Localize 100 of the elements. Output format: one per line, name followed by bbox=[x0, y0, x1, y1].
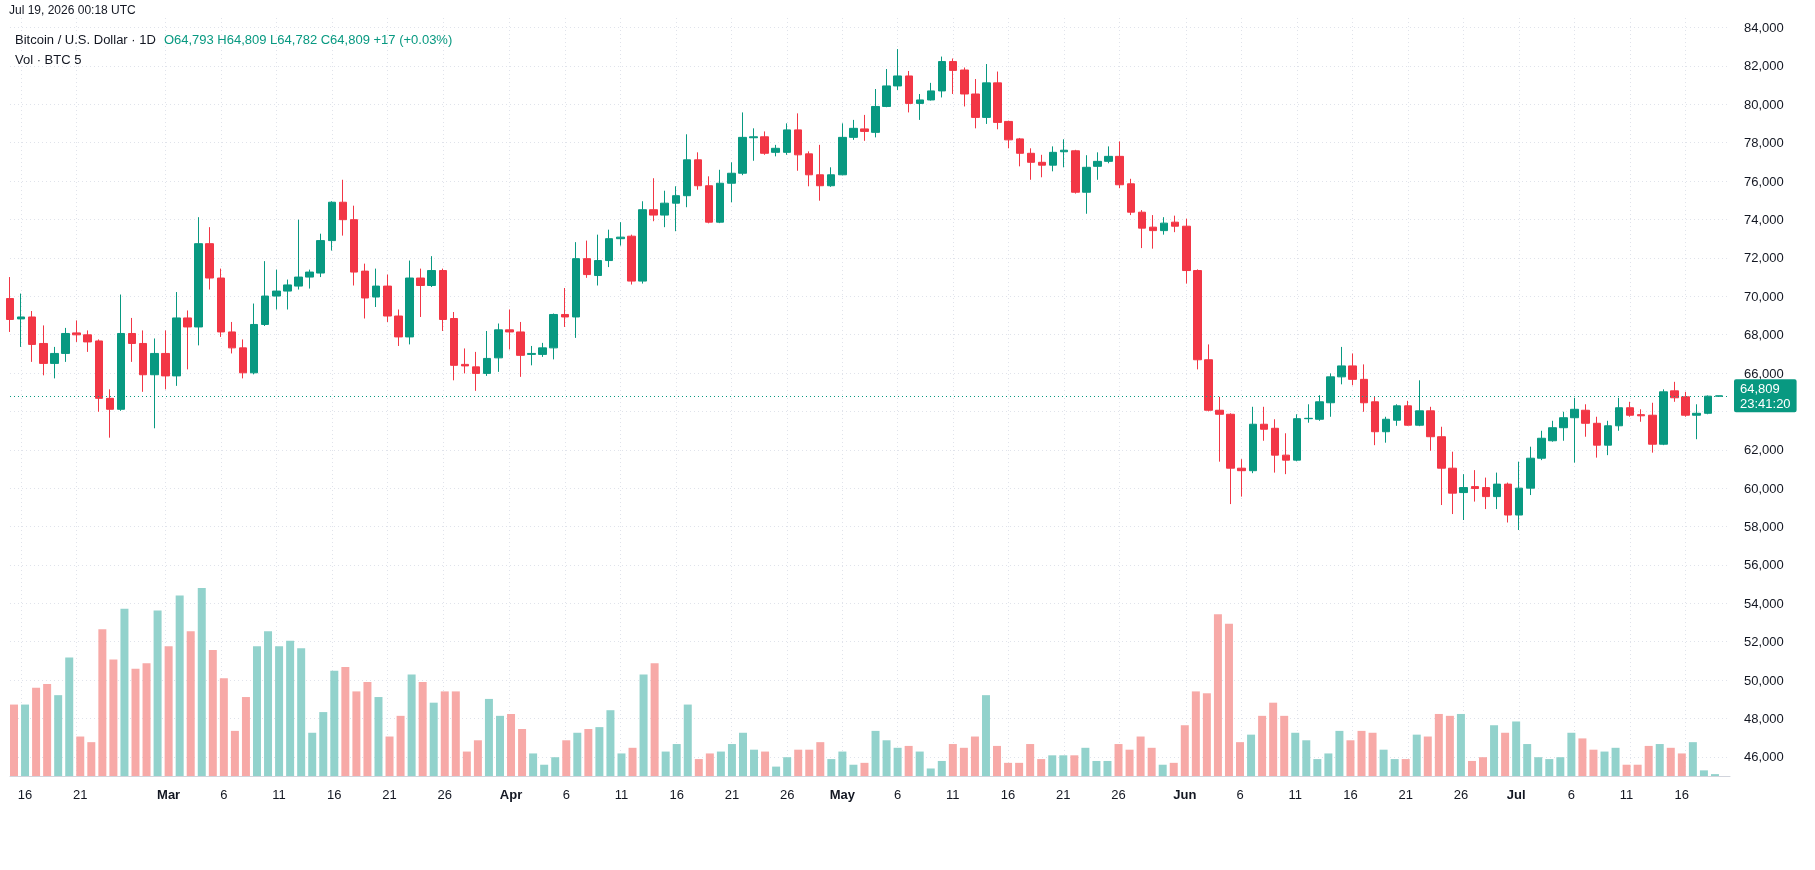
bar bbox=[1236, 742, 1245, 776]
bar bbox=[1302, 740, 1311, 776]
bar bbox=[518, 729, 527, 776]
bar bbox=[1015, 762, 1024, 776]
bar bbox=[540, 764, 549, 776]
candlestick bbox=[183, 309, 192, 370]
bar bbox=[1523, 744, 1532, 776]
bar bbox=[440, 691, 449, 776]
bar bbox=[10, 704, 18, 776]
candlestick bbox=[1237, 458, 1246, 498]
candlestick bbox=[1115, 140, 1124, 189]
candlestick bbox=[838, 122, 847, 176]
candlestick bbox=[95, 338, 103, 413]
x-tick-label: 11 bbox=[272, 787, 286, 802]
candlestick bbox=[938, 56, 946, 98]
candlestick bbox=[461, 347, 469, 374]
x-tick-label: 21 bbox=[724, 787, 740, 802]
y-tick-label: 74,000 bbox=[1744, 211, 1784, 227]
x-tick-label: Jul bbox=[1506, 787, 1526, 802]
bar bbox=[308, 732, 317, 776]
chart-title: Vol · BTC 5 bbox=[15, 52, 82, 67]
candlestick bbox=[783, 122, 791, 156]
bar bbox=[1467, 760, 1476, 776]
candlestick bbox=[705, 175, 713, 224]
bar bbox=[297, 648, 306, 776]
candlestick bbox=[871, 88, 880, 138]
candlestick bbox=[472, 351, 480, 392]
candlestick bbox=[716, 169, 724, 224]
y-tick-label: 82,000 bbox=[1744, 58, 1784, 74]
bar bbox=[1644, 745, 1653, 776]
candlestick bbox=[905, 70, 913, 113]
y-tick-label: 62,000 bbox=[1744, 442, 1784, 458]
bar bbox=[241, 697, 250, 776]
y-tick-label: 66,000 bbox=[1744, 365, 1784, 381]
candlestick bbox=[1692, 403, 1701, 440]
x-tick-label: 16 bbox=[1343, 787, 1358, 802]
bar bbox=[1114, 744, 1123, 776]
bar bbox=[1479, 757, 1488, 776]
bar bbox=[219, 678, 228, 776]
x-tick-label: 16 bbox=[669, 787, 684, 802]
bar bbox=[1368, 732, 1377, 776]
candlestick bbox=[516, 321, 525, 378]
x-tick-label: 21 bbox=[1056, 787, 1071, 802]
candlestick bbox=[572, 241, 580, 339]
candlestick bbox=[194, 216, 203, 346]
candlestick bbox=[1360, 363, 1368, 413]
y-tick-label: 46,000 bbox=[1744, 749, 1784, 765]
candlestick bbox=[1593, 416, 1601, 459]
candlestick bbox=[405, 260, 414, 345]
candlestick bbox=[982, 63, 991, 125]
bar bbox=[1346, 740, 1355, 776]
candlestick bbox=[1293, 413, 1301, 462]
bar bbox=[87, 742, 96, 776]
bar bbox=[164, 646, 173, 776]
bar bbox=[1600, 751, 1609, 776]
x-tick-label: 26 bbox=[437, 787, 452, 802]
candlestick bbox=[1348, 352, 1357, 386]
candlestick bbox=[1004, 120, 1013, 149]
candlestick bbox=[1082, 154, 1091, 215]
bar bbox=[32, 687, 41, 776]
candlestick bbox=[1337, 346, 1346, 385]
bar bbox=[186, 631, 195, 776]
bar bbox=[120, 608, 129, 776]
bar bbox=[1247, 734, 1256, 776]
bar bbox=[1070, 755, 1079, 776]
bar bbox=[1688, 742, 1697, 776]
candlestick bbox=[649, 177, 658, 222]
bar bbox=[915, 751, 924, 776]
candlestick bbox=[927, 82, 935, 102]
bar bbox=[893, 747, 902, 776]
text: Bitcoin / U.S. Dollar · 1D bbox=[15, 32, 156, 47]
bar bbox=[429, 702, 438, 776]
bar bbox=[1611, 747, 1620, 776]
candlestick bbox=[272, 269, 281, 310]
candlestick bbox=[228, 321, 236, 354]
bar bbox=[1004, 762, 1013, 776]
bar bbox=[1059, 755, 1068, 776]
bar bbox=[1147, 747, 1156, 776]
bar bbox=[551, 757, 560, 776]
bar bbox=[1324, 753, 1333, 776]
candlestick bbox=[139, 329, 147, 393]
bar bbox=[1666, 747, 1675, 776]
candlestick bbox=[1448, 451, 1457, 515]
bar bbox=[264, 631, 273, 776]
candlestick bbox=[1371, 396, 1379, 446]
candlestick bbox=[1282, 432, 1290, 475]
bar bbox=[1677, 753, 1686, 776]
bar bbox=[683, 704, 692, 776]
bar bbox=[253, 646, 261, 776]
candlestick bbox=[161, 329, 170, 390]
candlestick bbox=[527, 345, 536, 366]
candlestick bbox=[1204, 343, 1213, 412]
bar bbox=[827, 759, 836, 776]
bar bbox=[1490, 725, 1499, 776]
candlestick bbox=[738, 111, 747, 176]
bar bbox=[727, 744, 736, 776]
bar bbox=[418, 682, 427, 776]
bar bbox=[1202, 693, 1211, 776]
bar bbox=[1412, 734, 1421, 776]
bar bbox=[1357, 730, 1366, 776]
